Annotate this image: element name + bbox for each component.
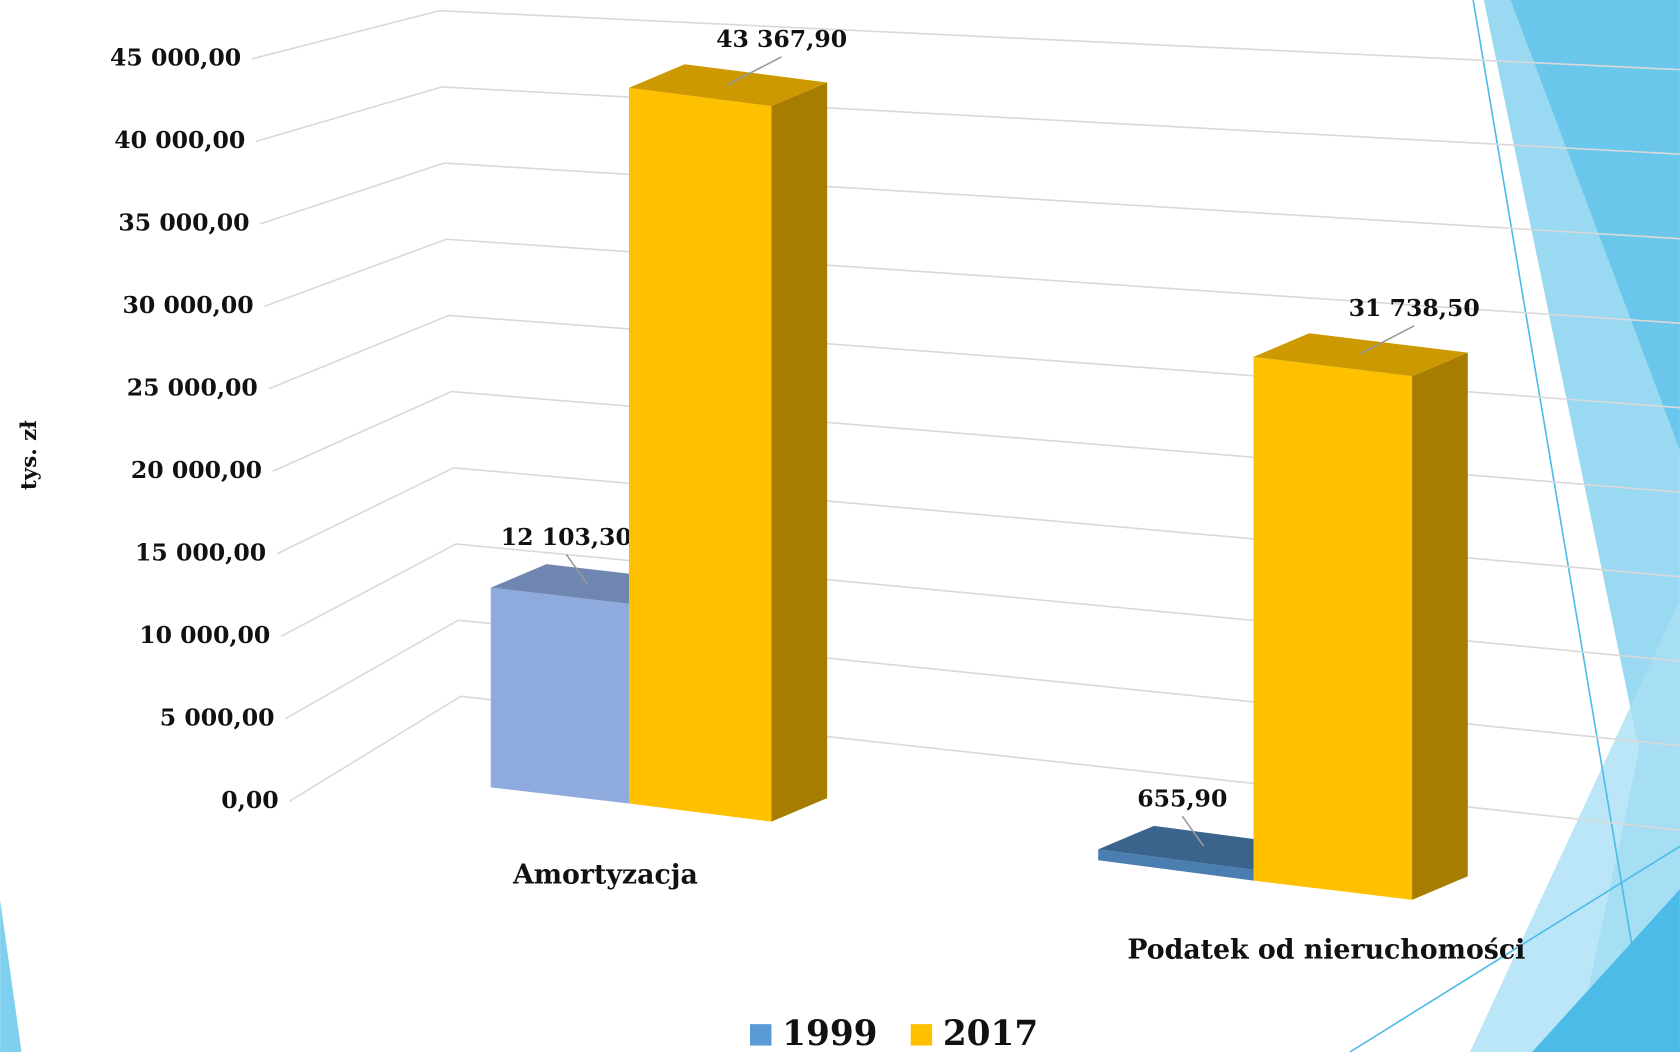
bar <box>1253 333 1468 900</box>
bar-side <box>771 82 828 822</box>
x-tick-label: Podatek od nieruchomości <box>1127 934 1525 965</box>
y-axis-label: tys. zł <box>17 420 42 490</box>
bar-top <box>628 64 828 107</box>
leader-line <box>1360 325 1415 355</box>
data-label: 655,90 <box>1137 785 1227 813</box>
legend-label: 2017 <box>943 1014 1038 1052</box>
grid-line <box>276 466 1680 578</box>
y-tick-label: 5 000,00 <box>160 703 275 731</box>
legend-label: 1999 <box>782 1014 877 1052</box>
bar-front <box>490 587 629 804</box>
y-tick-label: 40 000,00 <box>114 126 245 154</box>
grid-line <box>255 86 1680 155</box>
leader-line <box>565 553 589 585</box>
leader-line <box>1181 815 1205 847</box>
x-tick-label: Amortyzacja <box>512 859 698 890</box>
y-tick-label: 10 000,00 <box>139 621 270 649</box>
bar <box>628 64 828 822</box>
bar-side <box>1412 352 1468 900</box>
data-label: 12 103,30 <box>501 523 632 551</box>
legend-swatch <box>910 1024 933 1046</box>
grid-line <box>259 162 1680 240</box>
bar-front <box>628 87 772 822</box>
y-tick-label: 35 000,00 <box>118 208 249 236</box>
y-tick-label: 20 000,00 <box>131 456 262 484</box>
legend-swatch <box>750 1024 772 1046</box>
leader-line <box>727 56 782 86</box>
grid-line <box>272 390 1680 493</box>
y-tick-label: 15 000,00 <box>135 538 266 566</box>
y-tick-label: 30 000,00 <box>123 291 254 319</box>
data-label: 31 738,50 <box>1349 294 1480 322</box>
y-tick-label: 0,00 <box>221 786 278 814</box>
bar-front <box>1098 849 1254 881</box>
bar-top <box>1253 333 1468 377</box>
grid-line <box>264 238 1680 324</box>
y-tick-label: 45 000,00 <box>110 43 241 71</box>
grid-line <box>251 9 1680 71</box>
y-tick-label: 25 000,00 <box>127 373 258 401</box>
bar-front <box>1253 356 1413 900</box>
data-label: 43 367,90 <box>716 25 847 53</box>
